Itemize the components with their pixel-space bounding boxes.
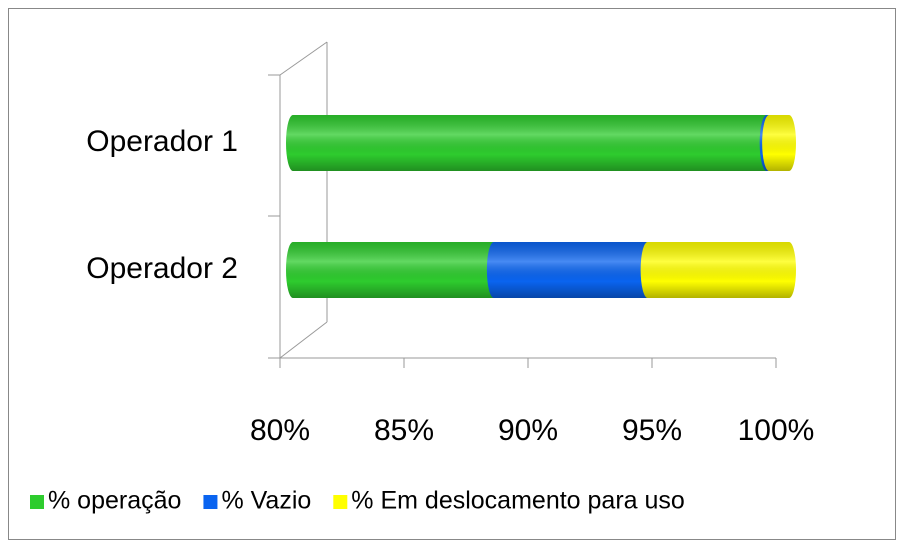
legend-label: % operação xyxy=(48,487,181,515)
bar-segment xyxy=(286,242,501,298)
bar-shade xyxy=(286,242,501,298)
x-tick-label: 90% xyxy=(498,414,558,447)
bar-segment xyxy=(486,242,655,298)
bar-segment xyxy=(286,115,774,171)
bar-shade xyxy=(762,115,796,171)
bar-shade xyxy=(486,242,655,298)
bar-segment xyxy=(762,115,796,171)
bar-segment xyxy=(640,242,796,298)
category-label: Operador 2 xyxy=(86,252,238,285)
bar-shade xyxy=(286,115,774,171)
legend-swatch xyxy=(30,495,44,509)
legend-label: % Em deslocamento para uso xyxy=(351,487,685,515)
x-tick-label: 100% xyxy=(738,414,815,447)
legend-swatch xyxy=(203,495,218,509)
legend-swatch xyxy=(333,495,348,509)
legend-label: % Vazio xyxy=(221,487,311,515)
bar-shade xyxy=(640,242,796,298)
category-label: Operador 1 xyxy=(86,125,238,158)
x-tick-label: 80% xyxy=(250,414,310,447)
x-tick-label: 95% xyxy=(622,414,682,447)
x-tick-label: 85% xyxy=(374,414,434,447)
